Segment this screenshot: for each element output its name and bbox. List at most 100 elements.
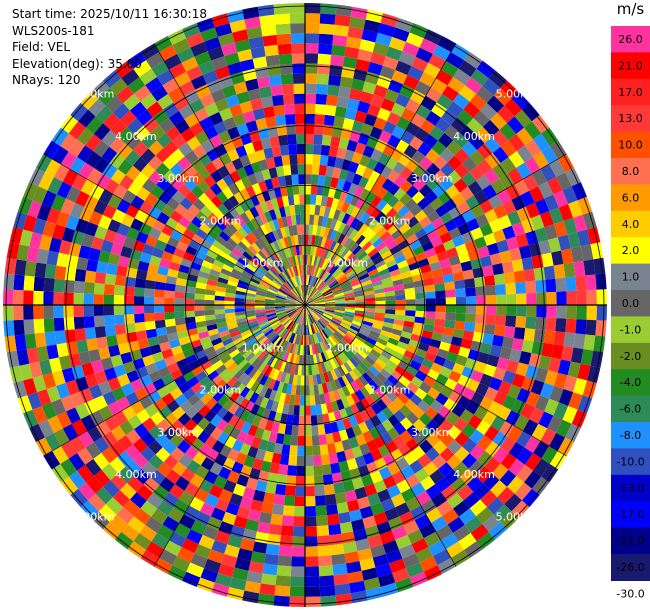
velocity-gate — [308, 275, 312, 286]
velocity-gate — [325, 261, 333, 272]
velocity-gate — [239, 100, 253, 114]
colorbar-tick-label: 4.0 — [622, 218, 640, 231]
velocity-gate — [404, 287, 416, 295]
velocity-gate — [286, 215, 293, 227]
velocity-gate — [79, 206, 94, 223]
velocity-gate — [260, 460, 272, 473]
velocity-gate — [293, 364, 299, 376]
velocity-gate — [330, 252, 338, 263]
colorbar-swatch — [611, 237, 650, 265]
velocity-gate — [232, 29, 249, 43]
velocity-gate — [442, 508, 459, 525]
velocity-gate — [322, 314, 332, 321]
colorbar-tick-label: 17.0 — [618, 86, 643, 99]
velocity-gate — [375, 241, 387, 252]
velocity-gate — [214, 305, 225, 310]
velocity-gate — [313, 465, 323, 476]
velocity-gate — [144, 403, 159, 418]
velocity-gate — [157, 231, 171, 244]
velocity-gate — [157, 334, 169, 345]
velocity-gate — [325, 381, 333, 393]
velocity-gate — [445, 184, 460, 199]
velocity-gate — [292, 288, 300, 298]
velocity-gate — [524, 139, 542, 157]
velocity-gate — [289, 322, 296, 332]
velocity-gate — [524, 470, 542, 489]
velocity-gate — [139, 346, 152, 358]
velocity-gate — [145, 516, 163, 533]
velocity-gate — [306, 284, 309, 296]
velocity-gate — [178, 142, 193, 157]
velocity-gate — [264, 298, 276, 302]
velocity-gate — [305, 345, 308, 356]
velocity-gate — [170, 345, 183, 356]
velocity-gate — [516, 430, 532, 448]
velocity-gate — [425, 305, 436, 312]
velocity-gate — [244, 301, 255, 305]
velocity-gate — [358, 329, 370, 337]
velocity-gate — [314, 322, 321, 332]
velocity-gate — [350, 217, 360, 230]
velocity-gate — [310, 312, 318, 322]
velocity-gate — [382, 475, 397, 489]
velocity-gate — [305, 385, 310, 396]
velocity-gate — [319, 13, 336, 25]
velocity-gate — [228, 414, 240, 428]
velocity-gate — [245, 120, 259, 133]
velocity-gate — [315, 245, 321, 257]
velocity-gate — [73, 316, 85, 330]
velocity-gate — [362, 515, 377, 529]
velocity-gate — [450, 43, 470, 61]
velocity-gate — [365, 308, 376, 313]
velocity-gate — [305, 435, 313, 446]
velocity-gate — [273, 264, 282, 274]
velocity-gate — [255, 149, 266, 162]
velocity-gate — [170, 368, 183, 381]
velocity-gate — [254, 170, 265, 183]
velocity-gate — [319, 444, 329, 456]
velocity-gate — [196, 276, 208, 285]
velocity-gate — [104, 178, 120, 195]
velocity-gate — [422, 393, 436, 407]
velocity-gate — [254, 302, 265, 305]
velocity-gate — [390, 102, 406, 117]
velocity-gate — [241, 176, 252, 189]
velocity-gate — [182, 387, 196, 401]
velocity-gate — [321, 287, 331, 295]
velocity-gate — [268, 231, 277, 243]
velocity-gate — [320, 247, 327, 259]
velocity-gate — [222, 410, 234, 424]
velocity-gate — [480, 255, 493, 268]
velocity-gate — [254, 203, 265, 216]
velocity-gate — [344, 309, 356, 313]
velocity-gate — [540, 428, 557, 446]
velocity-gate — [63, 292, 74, 305]
velocity-gate — [236, 286, 247, 293]
velocity-gate — [475, 213, 489, 228]
velocity-gate — [464, 278, 476, 289]
velocity-gate — [276, 196, 285, 208]
velocity-gate — [324, 493, 337, 506]
velocity-gate — [385, 305, 396, 310]
velocity-gate — [38, 419, 54, 438]
velocity-gate — [523, 268, 536, 282]
velocity-gate — [414, 228, 428, 240]
velocity-gate — [326, 239, 334, 250]
velocity-gate — [580, 244, 594, 261]
velocity-gate — [337, 376, 347, 388]
velocity-gate — [236, 123, 250, 136]
velocity-gate — [140, 163, 156, 179]
velocity-gate — [292, 312, 300, 322]
velocity-gate — [305, 174, 312, 185]
velocity-gate — [180, 467, 196, 483]
velocity-gate — [337, 245, 347, 257]
velocity-gate — [482, 184, 497, 200]
velocity-gate — [151, 508, 168, 525]
velocity-gate — [336, 419, 346, 432]
velocity-gate — [247, 88, 262, 101]
velocity-gate — [84, 399, 99, 415]
velocity-gate — [322, 272, 331, 282]
velocity-gate — [373, 479, 387, 493]
velocity-gate — [174, 375, 187, 388]
velocity-gate — [239, 346, 251, 356]
